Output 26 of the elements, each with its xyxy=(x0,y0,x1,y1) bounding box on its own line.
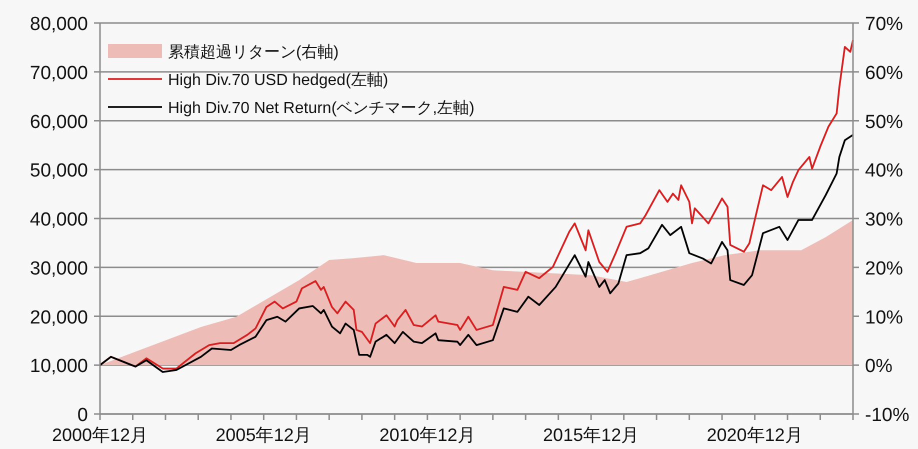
y-tick-label: 80,000 xyxy=(30,14,88,35)
y-tick-label: 70,000 xyxy=(30,62,88,84)
y-tick-label: 30,000 xyxy=(30,258,88,280)
y2-tick-label: 40% xyxy=(865,160,904,182)
y2-tick-label: 0% xyxy=(865,356,893,378)
y2-tick-label: 70% xyxy=(865,14,904,35)
y-tick-label: 10,000 xyxy=(30,356,88,378)
y2-tick-label: 30% xyxy=(865,210,904,230)
y-tick-label: 40,000 xyxy=(30,210,88,230)
y2-tick-label: 50% xyxy=(865,112,904,133)
legend-label: High Div.70 USD hedged(左軸) xyxy=(168,71,388,89)
y-tick-label: 60,000 xyxy=(30,112,88,133)
legend-label: 累積超過リターン(右軸) xyxy=(168,43,339,61)
y-tick-label: 0 xyxy=(77,405,88,426)
y-tick-label: 50,000 xyxy=(30,160,88,182)
x-tick-label: 2000年12月 xyxy=(52,425,148,445)
y2-tick-label: -10% xyxy=(865,405,910,426)
x-tick-label: 2005年12月 xyxy=(216,425,312,445)
x-tick-label: 2010年12月 xyxy=(379,425,476,445)
x-tick-label: 2020年12月 xyxy=(706,425,803,445)
legend-label: High Div.70 Net Return(ベンチマーク,左軸) xyxy=(168,99,474,117)
y2-tick-label: 10% xyxy=(865,307,904,328)
y2-tick-label: 60% xyxy=(865,62,904,84)
x-tick-label: 2015年12月 xyxy=(543,425,640,445)
y-tick-label: 20,000 xyxy=(30,307,88,328)
y2-tick-label: 20% xyxy=(865,258,904,280)
